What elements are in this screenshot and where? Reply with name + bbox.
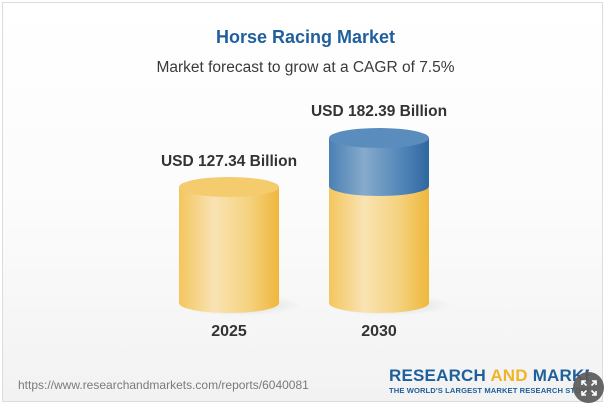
chart-title: Horse Racing Market (215, 27, 396, 47)
logo-word-and: AND (490, 367, 528, 385)
logo-word-research: RESEARCH (389, 367, 487, 385)
year-label-2025: 2025 (211, 323, 247, 340)
expand-button[interactable] (573, 372, 604, 403)
expand-icon (580, 379, 597, 396)
research-and-markets-logo[interactable]: RESEARCH AND MARKETS THE WORLD'S LARGEST… (389, 367, 589, 399)
logo-tagline: THE WORLD'S LARGEST MARKET RESEARCH STOR… (389, 386, 589, 395)
year-label-2030: 2030 (361, 323, 397, 340)
bar-2030 (328, 128, 452, 316)
chart-subtitle: Market forecast to grow at a CAGR of 7.5… (156, 59, 455, 76)
value-label-2030: USD 182.39 Billion (310, 103, 448, 120)
value-label-2025: USD 127.34 Billion (160, 153, 298, 170)
bar-2030-base-segment (329, 186, 429, 313)
chart-frame (2, 2, 603, 402)
bar-2025 (178, 177, 302, 316)
bar-2030-growth-segment (329, 138, 429, 196)
source-url[interactable]: https://www.researchandmarkets.com/repor… (18, 378, 309, 392)
